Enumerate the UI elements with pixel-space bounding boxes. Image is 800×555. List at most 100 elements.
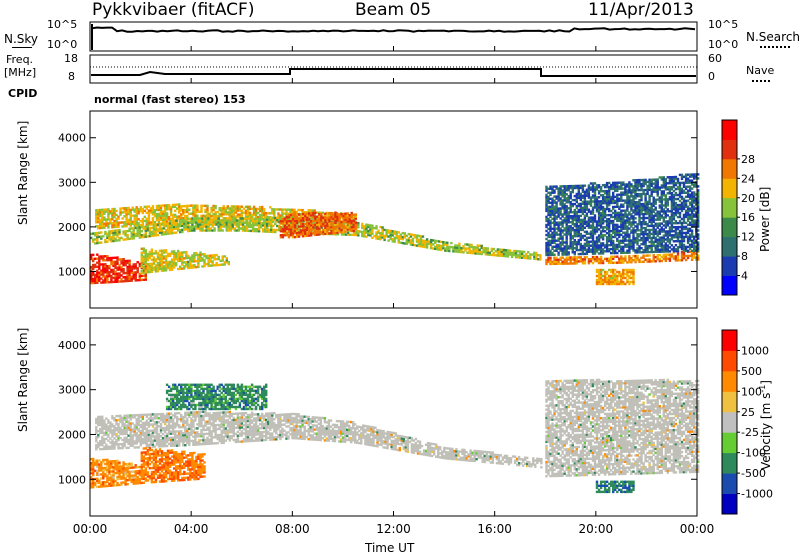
scatter-cell [213, 227, 215, 229]
scatter-cell [612, 240, 614, 242]
scatter-cell [406, 235, 408, 237]
scatter-cell [614, 182, 616, 184]
scatter-cell [588, 233, 590, 235]
scatter-cell [336, 229, 338, 231]
scatter-cell [657, 223, 659, 225]
scatter-cell [580, 243, 582, 245]
scatter-cell [387, 229, 389, 231]
scatter-cell [570, 225, 572, 227]
scatter-cell [630, 221, 632, 223]
scatter-cell [683, 190, 685, 192]
scatter-cell [355, 213, 357, 215]
scatter-cell [223, 205, 225, 207]
scatter-cell [163, 221, 165, 223]
scatter-cell [600, 256, 602, 258]
scatter-cell [406, 239, 408, 241]
scatter-cell [120, 278, 122, 280]
scatter-cell [675, 255, 677, 257]
scatter-cell [102, 279, 104, 281]
scatter-cell [596, 196, 598, 198]
scatter-cell [157, 234, 159, 236]
scatter-cell [648, 225, 650, 227]
scatter-cell [483, 247, 485, 249]
scatter-cell [683, 176, 685, 178]
scatter-cell [189, 226, 191, 228]
scatter-cell [414, 234, 416, 236]
scatter-cell [163, 255, 165, 257]
scatter-cell [588, 201, 590, 203]
scatter-cell [155, 250, 157, 252]
scatter-cell [180, 205, 182, 207]
scatter-cell [687, 250, 689, 252]
scatter-cell [636, 255, 638, 257]
scatter-cell [224, 261, 226, 263]
scatter-cell [426, 238, 428, 240]
scatter-cell [596, 184, 598, 186]
scatter-cell [596, 248, 598, 250]
scatter-cell [667, 244, 669, 246]
scatter-cell [115, 210, 117, 212]
scatter-cell [205, 263, 207, 265]
scatter-cell [155, 224, 157, 226]
scatter-cell [683, 198, 685, 200]
scatter-cell [226, 257, 228, 259]
scatter-cell [171, 220, 173, 222]
scatter-cell [197, 254, 199, 256]
scatter-cell [371, 225, 373, 227]
scatter-cell [614, 206, 616, 208]
scatter-cell [523, 251, 525, 253]
scatter-cell [470, 244, 472, 246]
scatter-cell [580, 193, 582, 195]
scatter-cell [101, 209, 103, 211]
scatter-cell [336, 225, 338, 227]
scatter-cell [675, 220, 677, 222]
scatter-cell [630, 213, 632, 215]
scatter-cell [450, 242, 452, 244]
scatter-cell [218, 256, 220, 258]
scatter-cell [249, 206, 251, 208]
scatter-cell [240, 227, 242, 229]
scatter-cell [622, 232, 624, 234]
scatter-cell [228, 261, 230, 263]
scatter-cell [100, 241, 102, 243]
scatter-cell [259, 214, 261, 216]
scatter-cell [121, 217, 123, 219]
scatter-cell [553, 206, 555, 208]
scatter-cell [106, 241, 108, 243]
scatter-cell [111, 208, 113, 210]
scatter-cell [126, 234, 128, 236]
scatter-cell [614, 210, 616, 212]
scatter-cell [570, 191, 572, 193]
scatter-cell [675, 176, 677, 178]
scatter-cell [640, 251, 642, 253]
scatter-cell [493, 248, 495, 250]
scatter-cell [314, 212, 316, 214]
scatter-cell [622, 240, 624, 242]
scatter-cell [487, 247, 489, 249]
scatter-cell [179, 252, 181, 254]
scatter-cell [588, 217, 590, 219]
scatter-cell [263, 208, 265, 210]
scatter-cell [432, 239, 434, 241]
scatter-cell [284, 218, 286, 220]
scatter-cell [683, 214, 685, 216]
scatter-cell [98, 266, 100, 268]
scatter-cell [318, 213, 320, 215]
scatter-cell [302, 217, 304, 219]
scatter-cell [614, 244, 616, 246]
scatter-cell [501, 249, 503, 251]
scatter-cell [241, 210, 243, 212]
scatter-cell [344, 213, 346, 215]
scatter-cell [553, 185, 555, 187]
scatter-cell [606, 248, 608, 250]
scatter-cell [446, 242, 448, 244]
scatter-cell [661, 260, 663, 262]
scatter-cell [387, 235, 389, 237]
scatter-cell [691, 250, 693, 252]
scatter-cell [189, 257, 191, 259]
scatter-cell [108, 265, 110, 267]
scatter-cell [120, 266, 122, 268]
scatter-cell [561, 229, 563, 231]
scatter-cell [580, 187, 582, 189]
scatter-cell [600, 186, 602, 188]
